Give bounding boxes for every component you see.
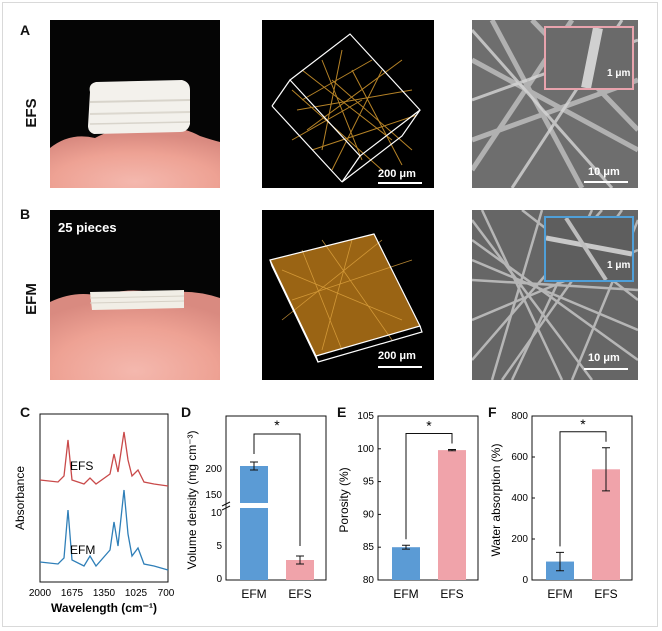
- chart-d-ytick-l1: 5: [216, 541, 222, 552]
- chart-c-legend-efs: EFS: [70, 459, 93, 473]
- efs-sem-inset-scale-label: 1 μm: [607, 68, 631, 79]
- chart-d-errorbar-efs: [296, 555, 304, 565]
- chart-d-xtick-efm: EFM: [241, 587, 266, 601]
- chart-f-errorbar-efm: [556, 551, 564, 572]
- chart-c-ftir: Absorbance EFS EFM 2000 1675 1350 1025 7…: [14, 413, 174, 615]
- chart-d-bar-efm: [240, 466, 268, 580]
- efs-confocal-image: 200 μm: [262, 20, 434, 188]
- efm-photo-illustration: [50, 290, 220, 380]
- efs-confocal-scale-label: 200 μm: [378, 168, 416, 180]
- row-label-efm: EFM: [23, 283, 40, 315]
- chart-f-xtick-efm: EFM: [547, 587, 572, 601]
- f-ytick-2: 400: [511, 493, 528, 504]
- chart-d-axes-box: [225, 415, 327, 581]
- panel-letter-e: E: [337, 404, 347, 420]
- efs-sem-inset-fiber: [581, 27, 603, 89]
- efs-photo-illustration: [50, 80, 220, 188]
- chart-e-errorbar-efs: [448, 448, 456, 452]
- chart-e-xtick-efs: EFS: [440, 587, 463, 601]
- chart-d-sig-bracket: [253, 433, 301, 546]
- chart-f-ylabel: Water absorption (%): [489, 444, 503, 557]
- chart-e-ylabel: Porosity (%): [337, 467, 351, 532]
- chart-e-errorbar-efm: [402, 544, 410, 550]
- chart-c-series-efs: [39, 431, 169, 487]
- chart-c-xtick-2: 1350: [93, 588, 116, 599]
- panel-letter-a: A: [20, 22, 31, 38]
- e-ytick-5: 105: [357, 411, 374, 422]
- chart-d-ytick-l0: 0: [216, 574, 222, 585]
- chart-e-bar-efm: [392, 547, 420, 580]
- chart-d-ytick-u0: 150: [205, 490, 222, 501]
- panel-letter-b: B: [20, 206, 31, 222]
- chart-c-legend-efm: EFM: [70, 543, 95, 557]
- e-ytick-1: 85: [363, 542, 375, 553]
- panel-letter-d: D: [181, 404, 192, 420]
- chart-f-water-absorption: Water absorption (%) 0 200 400 600 800 * EFM…: [489, 411, 633, 601]
- chart-e-axes-box: [377, 415, 479, 581]
- efs-sem-inset: [544, 26, 634, 90]
- f-ytick-1: 200: [511, 534, 528, 545]
- chart-d-axis-break-band: [238, 503, 270, 508]
- chart-c-xtick-4: 700: [158, 588, 174, 599]
- chart-d-ytick-l2: 10: [211, 508, 223, 519]
- efm-sem-inset-fibers: [545, 216, 633, 282]
- efm-photo-caption: 25 pieces: [58, 220, 117, 235]
- efs-sem-scale-label: 10 μm: [588, 166, 620, 178]
- chart-d-errorbar-efm: [250, 461, 258, 471]
- efs-sem-image: 1 μm 10 μm: [472, 20, 638, 188]
- e-ytick-2: 90: [363, 509, 375, 520]
- chart-f-sig-star: *: [580, 416, 586, 432]
- e-ytick-4: 100: [357, 444, 374, 455]
- chart-e-xtick-efm: EFM: [393, 587, 418, 601]
- efm-photo: 25 pieces: [50, 210, 220, 380]
- e-ytick-3: 95: [363, 477, 375, 488]
- f-ytick-3: 600: [511, 452, 528, 463]
- chart-e-bar-efs: [438, 450, 466, 580]
- chart-c-axes-box: [39, 413, 169, 583]
- panel-letter-f: F: [488, 404, 497, 420]
- chart-e-sig-bracket: [405, 432, 453, 540]
- f-ytick-4: 800: [511, 411, 528, 422]
- chart-e-sig-star: *: [426, 417, 432, 433]
- efm-confocal-scale-label: 200 μm: [378, 350, 416, 362]
- chart-d-ytick-u1: 200: [205, 464, 222, 475]
- f-ytick-0: 0: [522, 575, 528, 586]
- chart-d-axis-break: [221, 501, 231, 511]
- efm-confocal-image: 200 μm: [262, 210, 434, 380]
- chart-c-series-efm: [39, 489, 169, 571]
- chart-d-bar-efs: [286, 560, 314, 580]
- chart-d-ylabel: Volume density (mg cm⁻³): [185, 430, 199, 569]
- chart-f-xtick-efs: EFS: [594, 587, 617, 601]
- efs-photo: [50, 20, 220, 188]
- chart-c-xlabel: Wavelength (cm⁻¹): [51, 601, 157, 615]
- efs-confocal-render: [271, 33, 421, 183]
- efm-sem-image: 1 μm 10 μm: [472, 210, 638, 380]
- efm-sem-inset: [544, 216, 634, 282]
- chart-d-xtick-efs: EFS: [288, 587, 311, 601]
- efm-sem-scale-label: 10 μm: [588, 352, 620, 364]
- efm-sem-inset-scale-label: 1 μm: [607, 260, 631, 271]
- efm-confocal-render: [269, 233, 423, 363]
- chart-c-ylabel: Absorbance: [14, 466, 27, 530]
- chart-d-sig-star: *: [274, 417, 280, 433]
- chart-f-errorbar-efs: [602, 447, 610, 492]
- e-ytick-0: 80: [363, 575, 375, 586]
- chart-c-xtick-1: 1675: [61, 588, 84, 599]
- chart-d-volume-density: Volume density (mg cm⁻³) 200 150 10 5 0 …: [185, 415, 327, 601]
- row-label-efs: EFS: [23, 98, 40, 128]
- panel-letter-c: C: [20, 404, 31, 420]
- chart-c-xtick-3: 1025: [125, 588, 148, 599]
- chart-c-xtick-0: 2000: [29, 588, 52, 599]
- chart-e-porosity: Porosity (%) 80 85 90 95 100 105 * EFM EFS: [337, 411, 479, 601]
- chart-f-sig-bracket: [559, 431, 607, 547]
